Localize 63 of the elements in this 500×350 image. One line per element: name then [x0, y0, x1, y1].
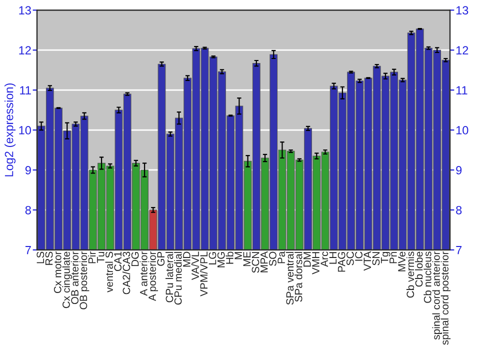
x-tick-label: Pn	[390, 252, 397, 264]
y-tick-label: 8	[25, 206, 31, 214]
x-tick-label: IC	[355, 252, 362, 261]
x-tick-label: SPa dorsal	[294, 252, 302, 302]
x-tick-label: SO	[269, 252, 276, 266]
x-tick-label: Arc	[320, 252, 328, 267]
y2-tick-label: 7	[456, 246, 462, 254]
x-tick-label: CPu lateral	[166, 252, 174, 302]
x-tick-label: CA2/CA3	[122, 252, 130, 294]
y-axis-title: Log2 (expression)	[4, 84, 16, 176]
y-tick-label: 13	[19, 6, 31, 15]
x-tick-label: DM	[304, 252, 311, 267]
x-tick-label: spinal cord posterior	[440, 251, 451, 345]
x-tick-label: SN	[372, 252, 380, 266]
y2-tick-label: 12	[456, 46, 468, 54]
x-tick-label: Tg	[380, 252, 390, 264]
x-tick-label: DG	[131, 252, 139, 266]
x-tick-label: Hb	[226, 252, 234, 264]
x-tick-label: GP	[157, 252, 165, 266]
x-tick-label: MVe	[398, 252, 406, 272]
x-tick-label: Cx cingulate	[62, 252, 72, 308]
x-tick-label: Cb nucleus	[424, 252, 432, 303]
x-tick-label: ventral S	[105, 252, 113, 292]
y2-tick-label: 8	[456, 206, 462, 214]
y-tick-label: 11	[20, 86, 31, 94]
y-tick-label: 12	[19, 46, 31, 54]
y-tick-label: 10	[19, 126, 31, 134]
x-tick-label: MPA	[260, 251, 268, 272]
x-tick-label: OB anterior	[70, 251, 79, 304]
x-tick-label: ME	[243, 252, 250, 266]
x-tick-label: A posterior	[148, 251, 158, 302]
x-tick-label: LH	[329, 252, 337, 264]
x-tick-label: VTA	[364, 251, 371, 271]
x-tick-label: PAG	[338, 252, 346, 272]
x-tick-label: OB posterior	[79, 251, 90, 310]
y-tick-label: 9	[25, 166, 31, 174]
x-tick-label: SC	[346, 252, 354, 266]
x-tick-label: M	[234, 252, 242, 260]
x-tick-label: A anterior	[140, 251, 148, 296]
x-tick-label: MD	[183, 252, 190, 267]
y-tick-label: 7	[25, 246, 31, 254]
x-tick-label: VPM/VPL	[200, 252, 208, 296]
x-tick-label: LS	[36, 252, 44, 264]
x-tick-label: Pa	[278, 251, 286, 264]
x-tick-label: VMH	[312, 252, 320, 274]
x-tick-label: RS	[45, 252, 53, 265]
y2-tick-label: 11	[456, 86, 468, 94]
x-tick-label: Cx motor	[54, 251, 62, 294]
x-tick-label: LG	[208, 252, 216, 264]
x-tick-label: MG	[217, 252, 225, 268]
x-tick-label: SPa ventral	[286, 252, 294, 305]
y2-tick-label: 10	[456, 126, 468, 134]
x-tick-label: Tu	[97, 252, 104, 263]
x-tick-label: spinal cord anterior	[432, 251, 442, 340]
x-tick-label: SCN	[252, 252, 260, 273]
x-tick-label: Pir	[88, 251, 96, 264]
x-tick-label: CPu medial	[174, 252, 182, 305]
y2-tick-label: 9	[456, 166, 462, 174]
x-tick-label: Cb vermis	[406, 252, 414, 298]
y2-tick-label: 13	[456, 6, 468, 15]
x-tick-label: Cb lobe	[415, 252, 423, 287]
x-tick-label: VA/VL	[191, 252, 199, 280]
x-tick-label: CA1	[114, 252, 122, 272]
